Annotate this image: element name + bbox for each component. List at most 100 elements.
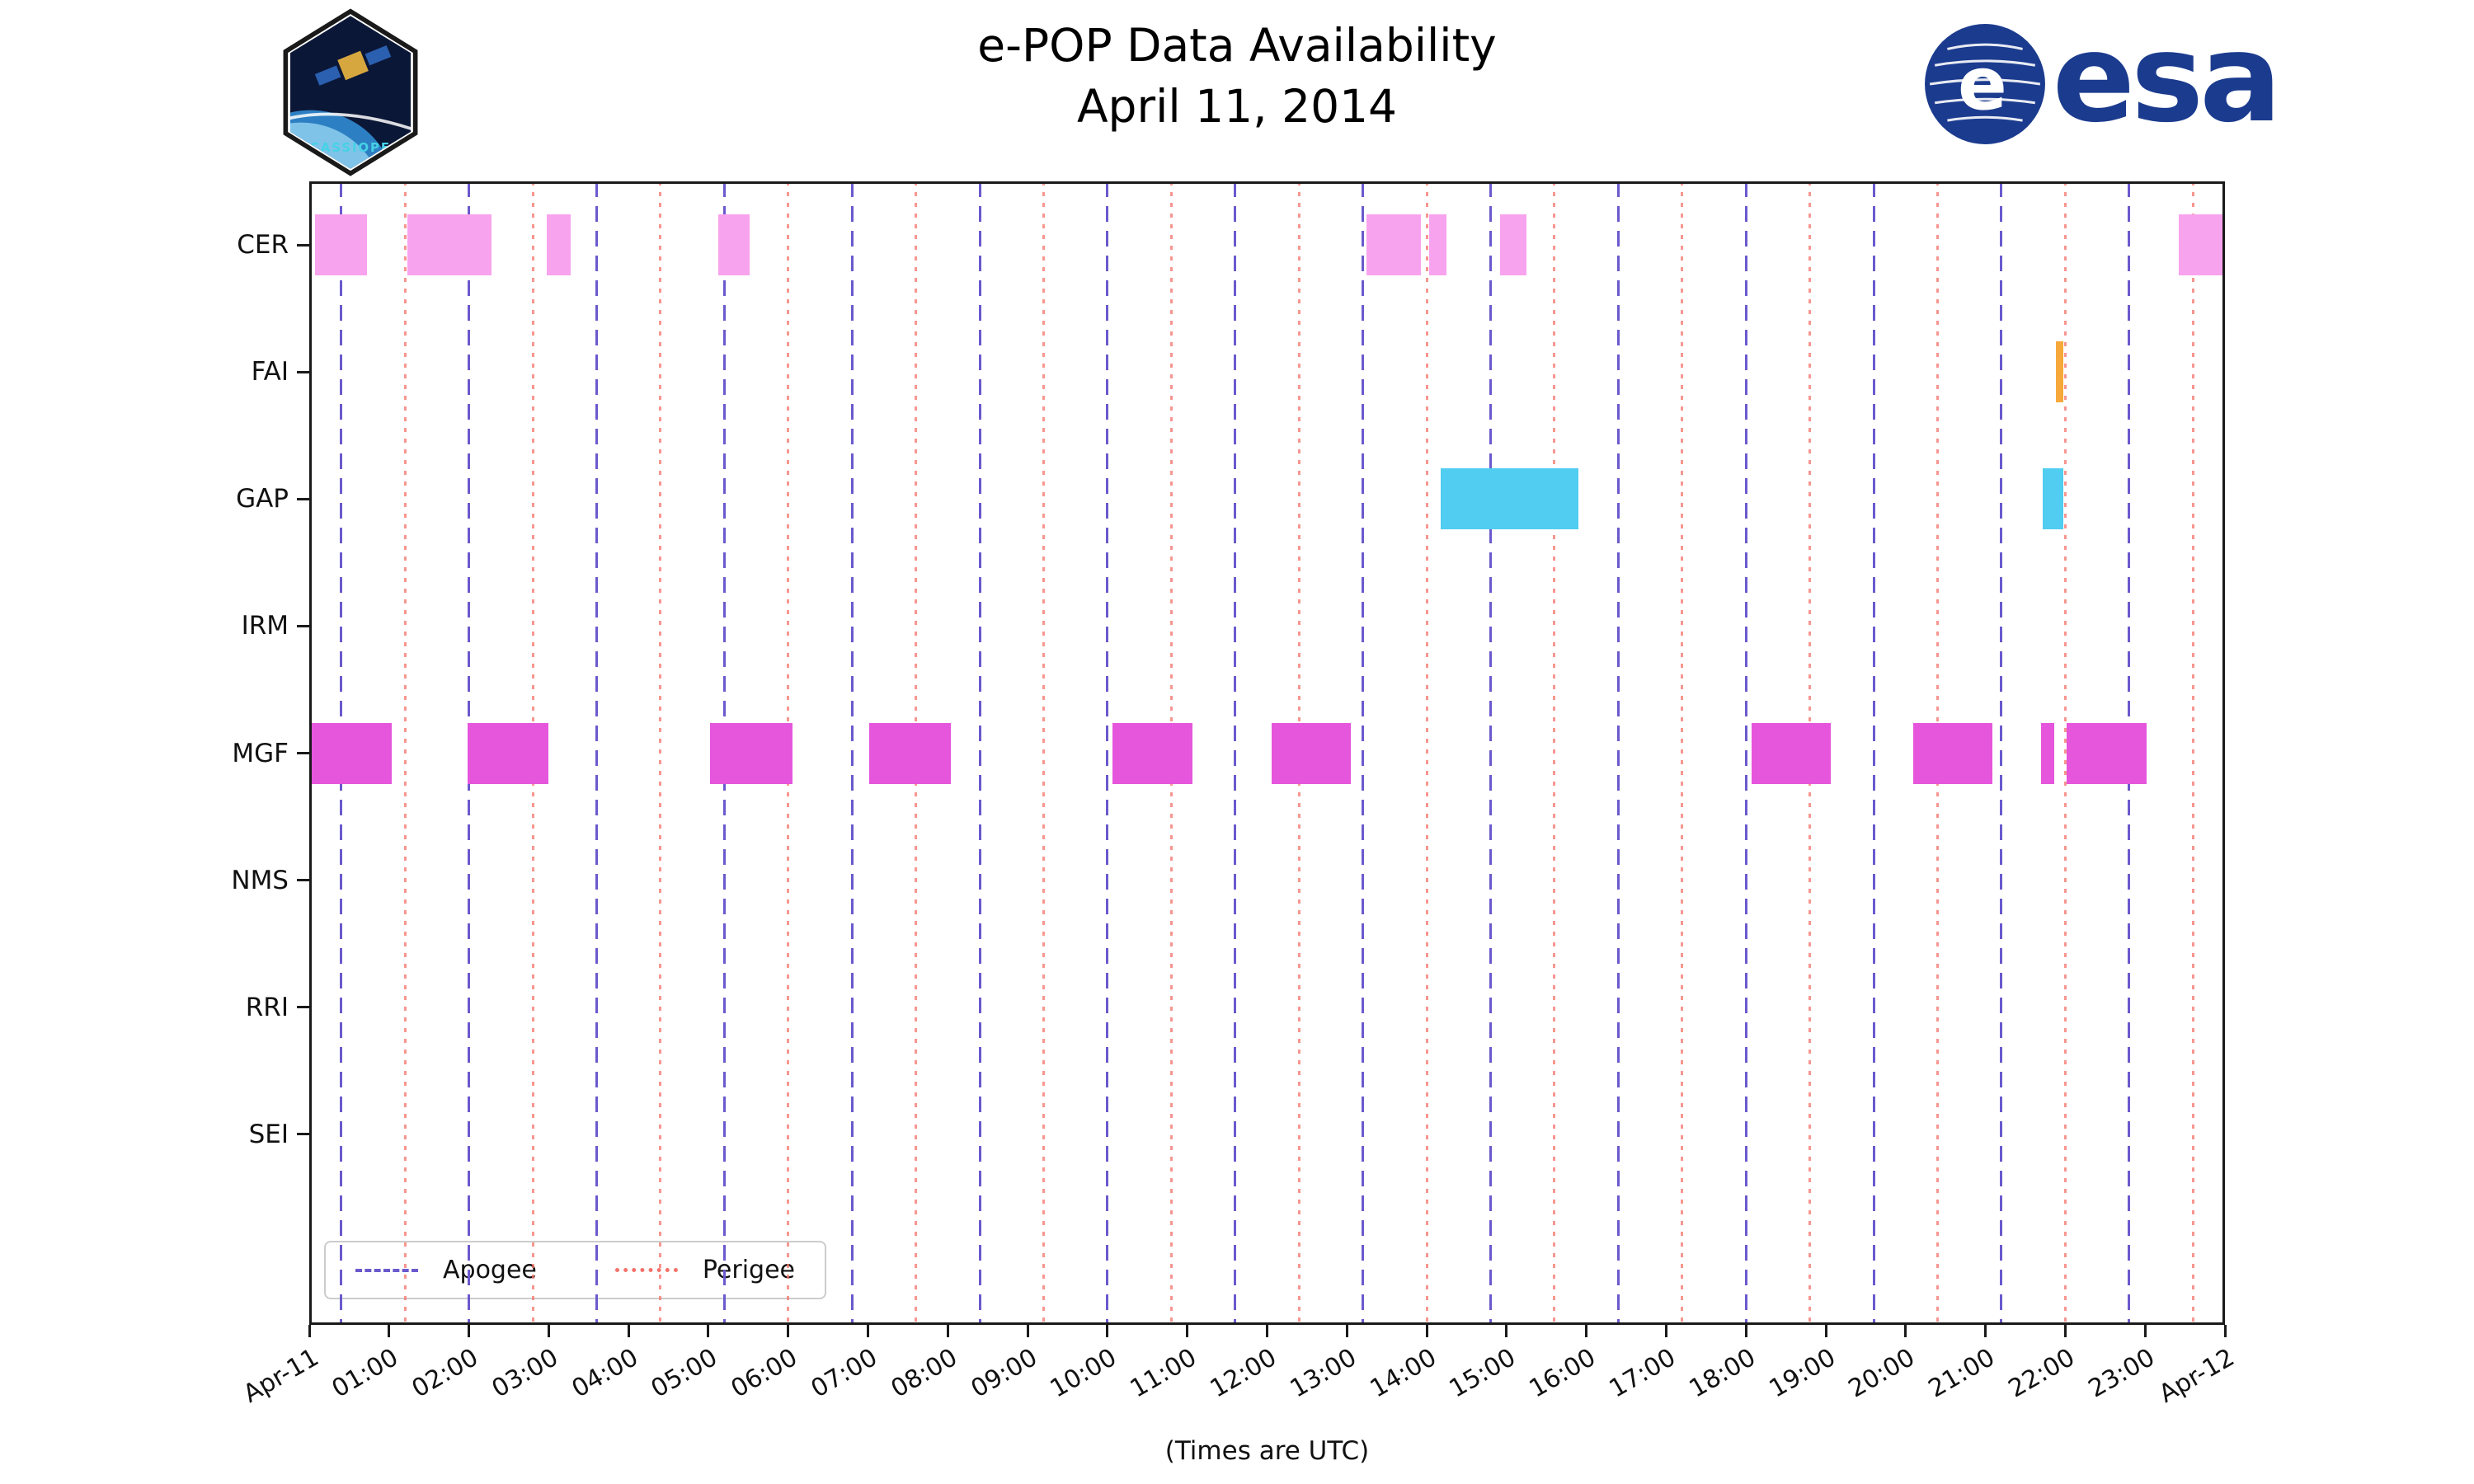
x-tick-label: Apr-11 bbox=[238, 1343, 324, 1409]
x-tick bbox=[388, 1325, 391, 1337]
availability-bar-cer bbox=[1428, 214, 1447, 276]
x-tick bbox=[1026, 1325, 1029, 1337]
x-tick bbox=[1186, 1325, 1189, 1337]
apogee-line bbox=[595, 181, 598, 1325]
x-tick bbox=[2223, 1325, 2227, 1337]
availability-bar-cer bbox=[717, 214, 750, 276]
x-tick-label: 13:00 bbox=[1285, 1343, 1362, 1404]
x-tick-label: 15:00 bbox=[1444, 1343, 1522, 1404]
availability-bar-mgf bbox=[2041, 722, 2054, 784]
satellite-icon bbox=[314, 45, 392, 86]
perigee-line bbox=[403, 181, 407, 1325]
perigee-line bbox=[1681, 181, 1684, 1325]
perigee-line bbox=[2191, 181, 2194, 1325]
y-axis-label-mgf: MGF bbox=[232, 738, 289, 768]
x-tick bbox=[1505, 1325, 1508, 1337]
x-tick-label: 11:00 bbox=[1125, 1343, 1202, 1404]
chart-header: e-POP Data Availability April 11, 2014 bbox=[0, 15, 2474, 138]
x-axis-label: (Times are UTC) bbox=[1164, 1436, 1370, 1466]
apogee-line bbox=[1872, 181, 1875, 1325]
x-tick bbox=[787, 1325, 790, 1337]
x-tick-label: 18:00 bbox=[1684, 1343, 1761, 1404]
x-tick-label: 19:00 bbox=[1764, 1343, 1841, 1404]
legend-item-perigee: Perigee bbox=[614, 1256, 795, 1284]
y-tick bbox=[297, 1006, 309, 1009]
y-axis-label-sei: SEI bbox=[248, 1119, 289, 1149]
legend: Apogee Perigee bbox=[324, 1241, 826, 1299]
legend-label: Perigee bbox=[702, 1256, 795, 1284]
x-tick bbox=[867, 1325, 870, 1337]
dashed-line-sample-icon bbox=[355, 1268, 418, 1272]
availability-bar-fai bbox=[2055, 341, 2064, 403]
legend-label: Apogee bbox=[443, 1256, 537, 1284]
availability-bar-mgf bbox=[467, 722, 549, 784]
dotted-line-sample-icon bbox=[614, 1268, 678, 1272]
y-axis-label-nms: NMS bbox=[231, 865, 289, 895]
x-tick-label: Apr-12 bbox=[2154, 1343, 2240, 1409]
esa-logo: e esa bbox=[1922, 17, 2282, 147]
cassiope-patch-icon: CASSIOPE bbox=[283, 8, 418, 176]
apogee-line bbox=[978, 181, 981, 1325]
legend-item-apogee: Apogee bbox=[355, 1256, 537, 1284]
perigee-line bbox=[1425, 181, 1428, 1325]
apogee-line bbox=[1616, 181, 1620, 1325]
x-tick-label: 09:00 bbox=[966, 1343, 1042, 1404]
apogee-line bbox=[1362, 181, 1365, 1325]
y-tick bbox=[297, 1133, 309, 1136]
availability-bar-mgf bbox=[1912, 722, 1993, 784]
chart-title: e-POP Data Availability bbox=[977, 19, 1497, 72]
y-tick bbox=[297, 243, 309, 247]
apogee-line bbox=[2000, 181, 2003, 1325]
availability-bar-gap bbox=[1440, 468, 1578, 530]
esa-wordmark: esa bbox=[2052, 7, 2282, 149]
apogee-line bbox=[1744, 181, 1747, 1325]
x-tick-label: 03:00 bbox=[487, 1343, 563, 1404]
x-tick bbox=[707, 1325, 710, 1337]
x-tick-label: 14:00 bbox=[1365, 1343, 1442, 1404]
y-tick bbox=[297, 370, 309, 373]
x-tick bbox=[1904, 1325, 1907, 1337]
availability-bar-mgf bbox=[2067, 722, 2147, 784]
availability-bar-cer bbox=[547, 214, 571, 276]
plot-frame bbox=[309, 181, 2225, 1325]
x-tick bbox=[547, 1325, 550, 1337]
y-tick bbox=[297, 497, 309, 500]
apogee-line bbox=[1489, 181, 1493, 1325]
x-tick bbox=[1266, 1325, 1268, 1337]
cassiope-mission-patch: CASSIOPE bbox=[272, 8, 429, 181]
availability-bar-mgf bbox=[1752, 722, 1831, 784]
x-tick bbox=[1106, 1325, 1109, 1337]
x-tick-label: 23:00 bbox=[2083, 1343, 2160, 1404]
perigee-line bbox=[1553, 181, 1556, 1325]
apogee-line bbox=[1106, 181, 1109, 1325]
x-tick bbox=[1345, 1325, 1348, 1337]
x-tick-label: 07:00 bbox=[806, 1343, 883, 1404]
availability-bar-mgf bbox=[869, 722, 952, 784]
availability-bar-mgf bbox=[1272, 722, 1352, 784]
availability-bar-mgf bbox=[1112, 722, 1193, 784]
x-tick-label: 21:00 bbox=[1923, 1343, 2001, 1404]
chart-subtitle: April 11, 2014 bbox=[1076, 80, 1398, 134]
x-tick-label: 05:00 bbox=[647, 1343, 723, 1404]
esa-globe-e: e bbox=[1958, 41, 2007, 126]
y-axis-label-irm: IRM bbox=[241, 611, 289, 641]
perigee-line bbox=[2063, 181, 2067, 1325]
y-axis-label-cer: CER bbox=[237, 230, 289, 261]
x-tick bbox=[946, 1325, 949, 1337]
x-tick-label: 02:00 bbox=[407, 1343, 484, 1404]
availability-bar-cer bbox=[314, 214, 367, 276]
y-axis-label-fai: FAI bbox=[251, 357, 289, 387]
availability-bar-mgf bbox=[709, 722, 793, 784]
x-tick-label: 22:00 bbox=[2003, 1343, 2080, 1404]
y-tick bbox=[297, 752, 309, 754]
patch-label: CASSIOPE bbox=[310, 140, 391, 155]
availability-bar-cer bbox=[407, 214, 492, 276]
availability-bar-cer bbox=[2178, 214, 2223, 276]
x-tick bbox=[1664, 1325, 1667, 1337]
x-tick bbox=[2143, 1325, 2147, 1337]
y-tick bbox=[297, 624, 309, 627]
x-tick bbox=[1824, 1325, 1827, 1337]
perigee-line bbox=[1042, 181, 1045, 1325]
availability-bar-gap bbox=[2043, 468, 2063, 530]
